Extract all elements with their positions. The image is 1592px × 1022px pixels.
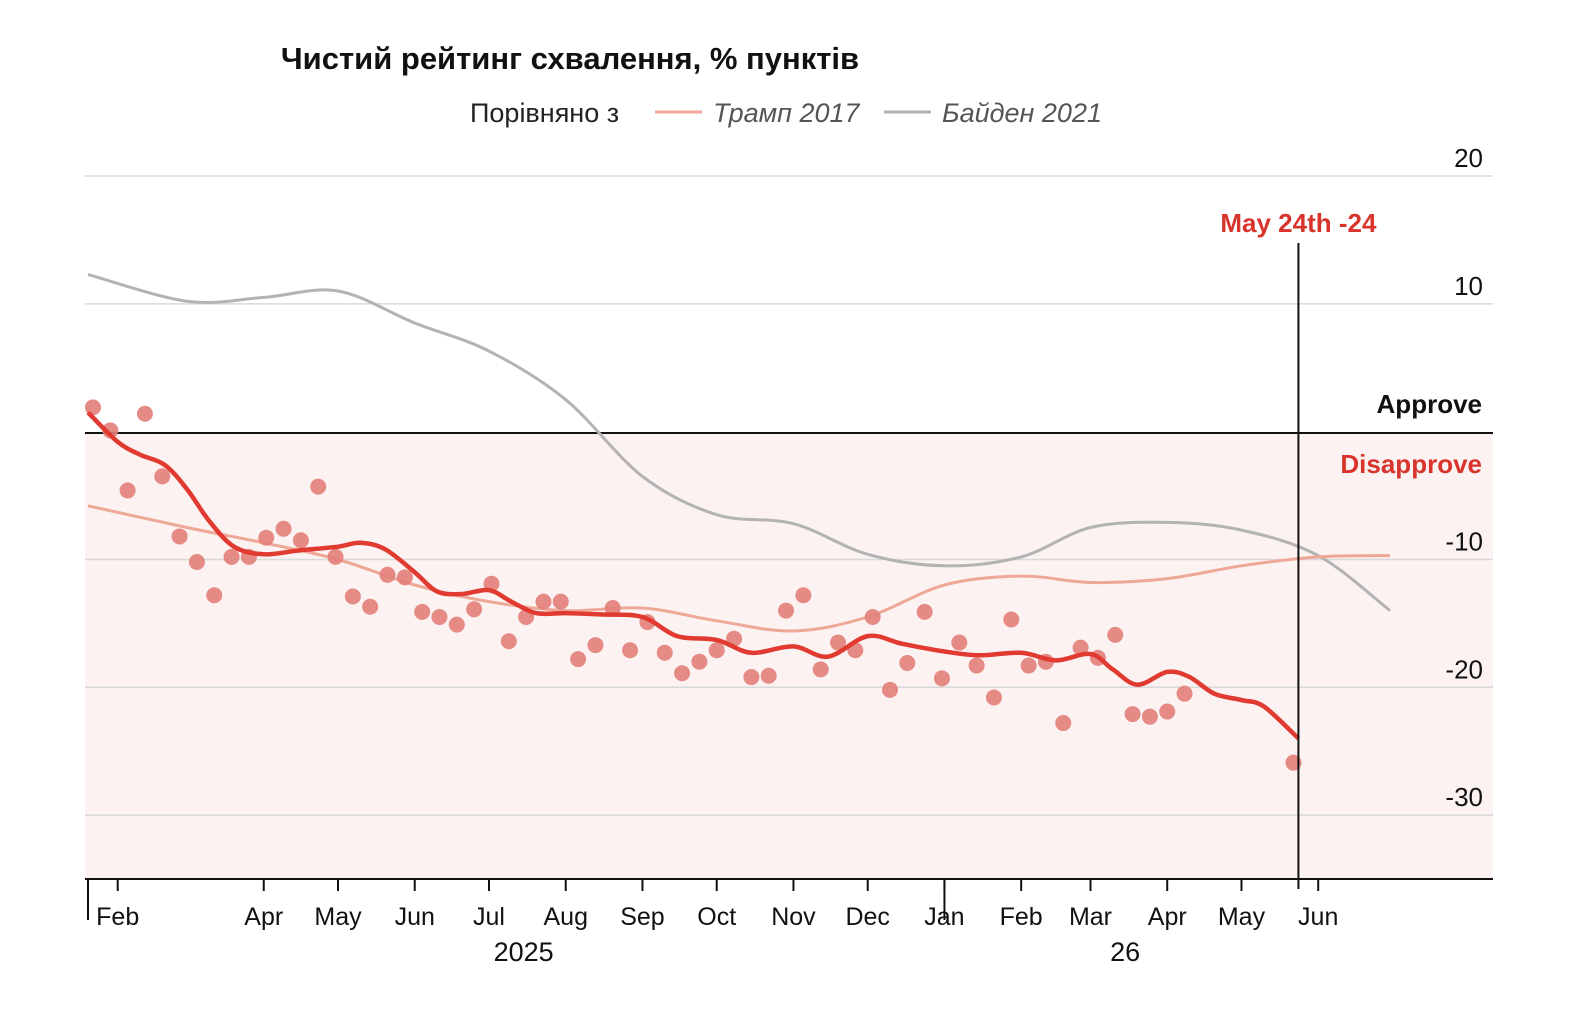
x-tick-label: May	[1218, 903, 1266, 931]
x-tick-label: Jun	[395, 903, 435, 931]
y-tick-label: 10	[1454, 271, 1483, 301]
year-label: 26	[1110, 937, 1140, 967]
legend-prefix: Порівняно з	[470, 98, 619, 128]
poll-dot	[899, 654, 916, 671]
poll-dot	[448, 616, 465, 633]
poll-dot	[466, 601, 483, 618]
poll-dot	[604, 600, 621, 617]
poll-dot	[1020, 657, 1037, 674]
trend-line-group	[86, 410, 1300, 741]
x-tick-label: Aug	[543, 903, 587, 931]
poll-dot	[916, 603, 933, 620]
approve-label: Approve	[1377, 389, 1482, 419]
disapprove-zone	[85, 433, 1493, 879]
x-tick-label: Jun	[1298, 903, 1338, 931]
poll-dot	[379, 566, 396, 583]
legend: Порівняно з Трамп 2017 Байден 2021	[470, 98, 1102, 128]
poll-dot	[344, 588, 361, 605]
poll-dot	[830, 634, 847, 651]
y-tick-label: 20	[1454, 143, 1483, 173]
disapprove-label: Disapprove	[1340, 449, 1482, 479]
poll-dot	[327, 548, 344, 565]
poll-dot	[310, 478, 327, 495]
trump-2025-trend-line	[86, 410, 1300, 741]
current-date-label: May 24th -24	[1220, 208, 1377, 238]
poll-dot	[1055, 715, 1072, 732]
legend-label-biden-2021: Байден 2021	[942, 98, 1102, 128]
year-label: 2025	[494, 937, 554, 967]
poll-dot	[622, 642, 639, 659]
x-tick-label: Apr	[1148, 903, 1187, 931]
poll-dot	[968, 657, 985, 674]
poll-dot	[258, 529, 275, 546]
poll-dot	[864, 608, 881, 625]
x-tick-label: Apr	[244, 903, 283, 931]
poll-dot	[812, 661, 829, 678]
poll-dot	[188, 554, 205, 571]
gridlines	[85, 175, 1493, 816]
poll-dot	[292, 532, 309, 549]
poll-dot	[708, 642, 725, 659]
x-tick-label: Feb	[1000, 903, 1043, 931]
poll-dot	[1072, 639, 1089, 656]
poll-dot	[743, 669, 760, 686]
trump-2017-line	[87, 504, 1391, 633]
poll-dot	[1124, 706, 1141, 723]
poll-dot	[171, 528, 188, 545]
poll-dot	[396, 569, 413, 586]
poll-dot	[206, 587, 223, 604]
chart-title: Чистий рейтинг схвалення, % пунктів	[281, 41, 859, 76]
poll-dot	[795, 587, 812, 604]
poll-dot	[154, 468, 171, 485]
poll-dot	[119, 482, 136, 499]
y-tick-label: -20	[1445, 654, 1483, 684]
poll-dot	[275, 520, 292, 537]
poll-dot	[1141, 708, 1158, 725]
y-tick-label: -30	[1445, 782, 1483, 812]
poll-dot	[587, 637, 604, 654]
x-tick-label: Feb	[96, 903, 139, 931]
poll-dot	[778, 602, 795, 619]
x-tick-label: Sep	[620, 903, 664, 931]
poll-dot	[136, 405, 153, 422]
legend-label-trump-2017: Трамп 2017	[713, 98, 861, 128]
y-tick-labels: 20 10 -10 -20 -30	[1445, 143, 1483, 812]
poll-dot	[1003, 611, 1020, 628]
poll-dot	[1107, 626, 1124, 643]
poll-dot	[223, 548, 240, 565]
poll-dot	[951, 634, 968, 651]
poll-dot	[552, 593, 569, 610]
poll-dot	[656, 644, 673, 661]
poll-dot	[933, 670, 950, 687]
poll-dot	[84, 399, 101, 416]
poll-dot	[535, 593, 552, 610]
poll-dot	[881, 681, 898, 698]
poll-dot	[414, 603, 431, 620]
x-tick-label: Oct	[697, 903, 736, 931]
x-axis-ticks: Feb Apr May Jun Jul Aug Sep Oct Nov Dec Jan Feb Mar A…	[87, 879, 1338, 967]
x-tick-label: Dec	[845, 903, 889, 931]
poll-dot	[500, 633, 517, 650]
poll-dot	[691, 653, 708, 670]
x-tick-label: Nov	[771, 903, 816, 931]
poll-dot	[431, 608, 448, 625]
comparison-lines	[87, 272, 1391, 633]
poll-dot	[570, 651, 587, 668]
poll-dot	[674, 665, 691, 682]
poll-dot	[985, 689, 1002, 706]
biden-2021-line	[87, 272, 1391, 612]
x-tick-label: Jul	[473, 903, 505, 931]
poll-dot	[1176, 685, 1193, 702]
poll-dot	[760, 667, 777, 684]
poll-dot	[362, 598, 379, 615]
x-tick-label: Mar	[1069, 903, 1112, 931]
y-tick-label: -10	[1445, 526, 1483, 556]
x-tick-label: May	[314, 903, 362, 931]
poll-dot	[1159, 703, 1176, 720]
